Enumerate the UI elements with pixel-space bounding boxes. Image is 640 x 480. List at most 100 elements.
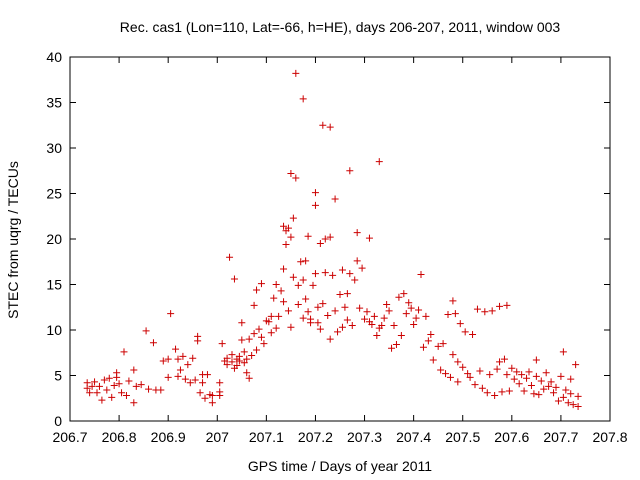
data-point: [289, 273, 297, 281]
data-point: [257, 280, 265, 288]
data-point: [500, 355, 508, 363]
data-point: [518, 371, 526, 379]
data-point: [513, 368, 521, 376]
plot-frame: [69, 56, 611, 422]
data-point: [226, 253, 234, 261]
data-point: [199, 379, 207, 387]
data-point: [319, 121, 327, 129]
data-point: [267, 312, 275, 320]
data-point: [508, 364, 516, 372]
data-point: [444, 311, 452, 319]
data-point: [174, 372, 182, 380]
data-point: [469, 331, 477, 339]
data-point: [240, 359, 248, 367]
data-point: [260, 340, 268, 348]
data-point: [464, 370, 472, 378]
data-point: [370, 312, 378, 320]
y-axis-label: STEC from uqrg / TECUs: [5, 161, 21, 319]
data-point: [527, 382, 535, 390]
data-point: [486, 371, 494, 379]
data-point: [388, 344, 396, 352]
data-point: [272, 324, 280, 332]
data-point: [284, 307, 292, 315]
data-point: [228, 351, 236, 359]
data-point: [245, 335, 253, 343]
data-point: [172, 345, 180, 353]
data-point: [309, 281, 317, 289]
y-tick-label: 40: [46, 49, 62, 65]
data-point: [554, 397, 562, 405]
data-point: [110, 382, 118, 390]
data-point: [446, 373, 454, 381]
data-point: [314, 303, 322, 311]
data-point: [574, 392, 582, 400]
data-point: [122, 392, 130, 400]
data-point: [562, 386, 570, 394]
data-point: [159, 357, 167, 365]
y-tick-label: 30: [46, 140, 62, 156]
data-point: [130, 366, 138, 374]
data-point: [294, 301, 302, 309]
data-point: [329, 271, 337, 279]
plot-border: [69, 56, 611, 422]
data-point: [505, 387, 513, 395]
data-point: [314, 319, 322, 327]
data-point: [86, 389, 94, 397]
data-point: [292, 174, 300, 182]
data-point: [83, 384, 91, 392]
data-point: [343, 316, 351, 324]
data-point: [238, 336, 246, 344]
data-point: [118, 389, 126, 397]
data-point: [545, 382, 553, 390]
data-point: [280, 265, 288, 273]
data-point: [228, 358, 236, 366]
data-point: [243, 369, 251, 377]
data-point: [287, 233, 295, 241]
data-point: [164, 373, 172, 381]
data-point: [363, 308, 371, 316]
data-point: [353, 229, 361, 237]
data-point: [115, 380, 123, 388]
data-point: [417, 270, 425, 278]
data-point: [326, 123, 334, 131]
data-point: [294, 281, 302, 289]
data-point: [520, 387, 528, 395]
data-point: [287, 323, 295, 331]
data-point: [307, 319, 315, 327]
data-point: [167, 310, 175, 318]
data-point: [179, 352, 187, 360]
y-tick-label: 25: [46, 186, 62, 202]
data-point: [287, 169, 295, 177]
data-point: [277, 287, 285, 295]
data-point: [397, 331, 405, 339]
y-axis: 0 5 10 15 20 25 30 35 40: [46, 49, 610, 429]
data-point: [572, 361, 580, 369]
data-point: [510, 375, 518, 383]
data-point: [503, 371, 511, 379]
data-point: [326, 335, 334, 343]
data-point: [272, 281, 280, 288]
data-point: [550, 389, 558, 397]
data-point: [375, 158, 383, 166]
y-tick-label: 15: [46, 277, 62, 293]
data-point: [145, 385, 153, 393]
data-point: [338, 323, 346, 331]
data-point: [235, 357, 243, 365]
data-point: [130, 399, 138, 407]
data-point: [103, 386, 111, 394]
x-tick-label: 207.8: [592, 429, 627, 445]
chart-title: Rec. cas1 (Lon=110, Lat=-66, h=HE), days…: [120, 19, 561, 35]
data-point: [120, 348, 128, 356]
data-point: [422, 312, 430, 320]
x-tick-label: 206.8: [102, 429, 137, 445]
data-point: [196, 389, 204, 397]
data-point: [336, 291, 344, 299]
data-point: [164, 355, 172, 363]
data-point: [326, 233, 334, 241]
data-point: [299, 95, 307, 103]
data-point: [186, 379, 194, 387]
data-point: [358, 264, 366, 272]
data-point: [385, 307, 393, 315]
data-point: [383, 301, 391, 309]
